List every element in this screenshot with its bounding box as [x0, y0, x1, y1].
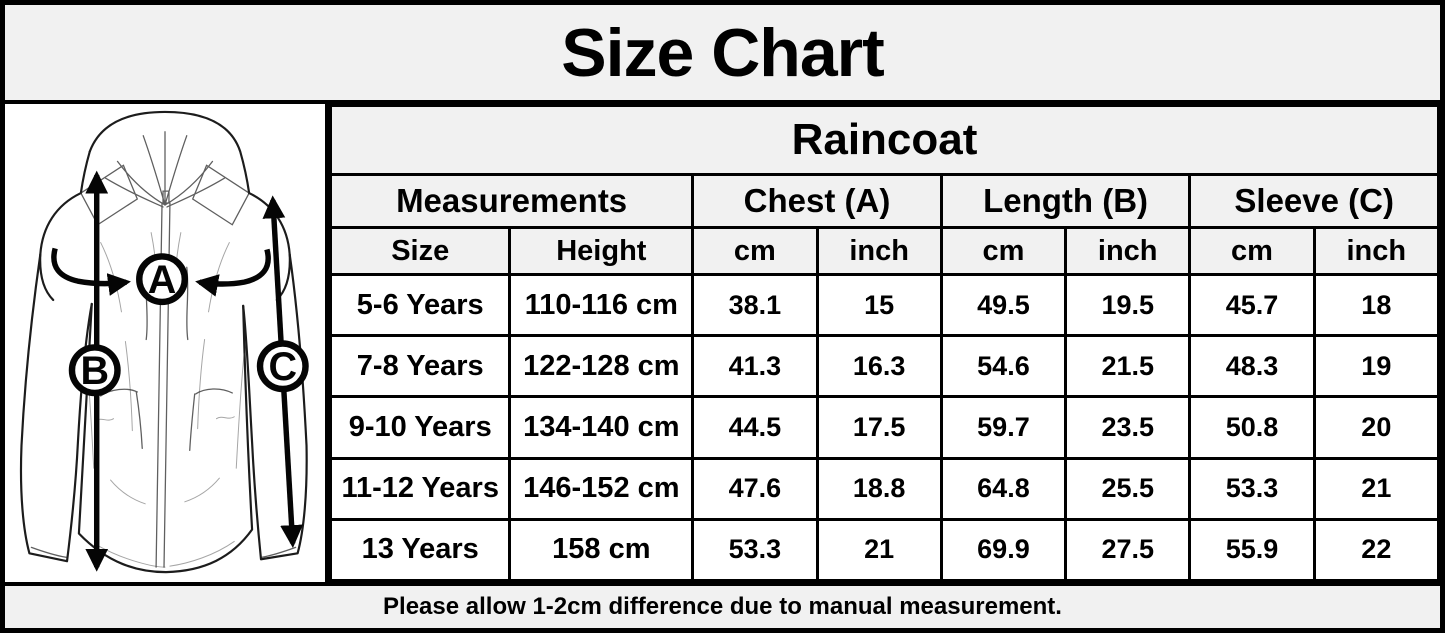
garment-diagram-panel: A B C: [5, 104, 329, 582]
size-cell: 11-12 Years: [328, 456, 512, 521]
value-cell: 20: [1312, 395, 1440, 460]
sub-header-4: cm: [939, 226, 1068, 276]
height-cell: 158 cm: [508, 517, 695, 583]
product-header-row: Raincoat: [329, 104, 1440, 176]
value-cell: 27.5: [1064, 517, 1192, 583]
raincoat-details: [30, 131, 297, 568]
value-cell: 21: [1312, 456, 1440, 521]
value-cell: 48.3: [1188, 334, 1316, 399]
sub-header-3: inch: [815, 226, 943, 276]
sub-header-5: inch: [1064, 226, 1192, 276]
height-cell: 122-128 cm: [508, 334, 695, 399]
raincoat-outline: [19, 110, 308, 574]
table-row-4: 13 Years 158 cm 53.3 21 69.9 27.5 55.9 22: [328, 517, 1440, 583]
size-cell: 13 Years: [328, 517, 512, 583]
value-cell: 49.5: [939, 272, 1068, 338]
sleeve-badge-circle: [256, 340, 309, 393]
value-cell: 16.3: [815, 334, 943, 399]
height-cell: 146-152 cm: [508, 456, 695, 521]
page-title: Size Chart: [561, 14, 885, 91]
value-cell: 41.3: [691, 334, 819, 399]
group-header-0: Measurements: [328, 173, 695, 229]
height-cell: 134-140 cm: [508, 395, 695, 460]
size-cell: 7-8 Years: [328, 334, 512, 399]
sub-header-7: inch: [1312, 226, 1440, 276]
chest-arrow-right: [195, 248, 271, 297]
value-cell: 53.3: [1188, 456, 1316, 521]
table-row-3: 11-12 Years 146-152 cm 47.6 18.8 64.8 25.5 53.…: [328, 456, 1440, 521]
value-cell: 18: [1312, 272, 1440, 338]
group-header-row: Measurements Chest (A) Length (B) Sleeve (C…: [328, 173, 1440, 229]
value-cell: 21: [815, 517, 943, 583]
size-cell: 5-6 Years: [328, 272, 512, 338]
footer-bar: Please allow 1-2cm difference due to man…: [5, 582, 1440, 628]
length-badge-label: B: [80, 349, 109, 393]
table-row-2: 9-10 Years 134-140 cm 44.5 17.5 59.7 23.5 50.8…: [328, 395, 1440, 460]
title-bar: Size Chart: [5, 5, 1440, 104]
value-cell: 53.3: [691, 517, 819, 583]
value-cell: 25.5: [1064, 456, 1192, 521]
sub-header-1: Height: [508, 226, 695, 276]
value-cell: 47.6: [691, 456, 819, 521]
group-header-2: Length (B): [939, 173, 1192, 229]
value-cell: 15: [815, 272, 943, 338]
size-table: Raincoat Measurements Chest (A) Length (B)…: [328, 104, 1440, 583]
raincoat-sketch-icon: A B C: [19, 110, 309, 574]
sub-header-6: cm: [1188, 226, 1316, 276]
value-cell: 38.1: [691, 272, 819, 338]
value-cell: 21.5: [1064, 334, 1192, 399]
value-cell: 54.6: [939, 334, 1068, 399]
group-header-1: Chest (A): [691, 173, 943, 229]
product-title: Raincoat: [329, 104, 1440, 176]
table-row-0: 5-6 Years 110-116 cm 38.1 15 49.5 19.5 45.7 18: [328, 272, 1440, 338]
value-cell: 69.9: [939, 517, 1068, 583]
group-header-3: Sleeve (C): [1188, 173, 1440, 229]
value-cell: 22: [1312, 517, 1440, 583]
chest-badge-label: A: [148, 258, 177, 302]
value-cell: 55.9: [1188, 517, 1316, 583]
value-cell: 59.7: [939, 395, 1068, 460]
measurement-badges: A B C: [68, 253, 309, 397]
size-table-body: 5-6 Years 110-116 cm 38.1 15 49.5 19.5 45.7 18 7…: [328, 272, 1440, 583]
size-cell: 9-10 Years: [328, 395, 512, 460]
sleeve-badge-label: C: [268, 345, 297, 389]
value-cell: 45.7: [1188, 272, 1316, 338]
value-cell: 64.8: [939, 456, 1068, 521]
sub-header-row: Size Height cm inch cm inch cm inch: [328, 226, 1440, 276]
value-cell: 17.5: [815, 395, 943, 460]
content-area: A B C Raincoat: [5, 104, 1440, 583]
table-row-1: 7-8 Years 122-128 cm 41.3 16.3 54.6 21.5 48.3 1…: [328, 334, 1440, 399]
chest-arrow-left: [51, 247, 131, 296]
value-cell: 44.5: [691, 395, 819, 460]
value-cell: 23.5: [1064, 395, 1192, 460]
chest-badge-circle: [136, 253, 189, 306]
footer-note: Please allow 1-2cm difference due to man…: [383, 593, 1062, 620]
value-cell: 19.5: [1064, 272, 1192, 338]
value-cell: 50.8: [1188, 395, 1316, 460]
height-cell: 110-116 cm: [508, 272, 695, 338]
value-cell: 19: [1312, 334, 1440, 399]
size-table-panel: Raincoat Measurements Chest (A) Length (B)…: [328, 104, 1440, 583]
length-badge-circle: [68, 344, 121, 397]
value-cell: 18.8: [815, 456, 943, 521]
sub-header-2: cm: [691, 226, 819, 276]
sub-header-0: Size: [328, 226, 512, 276]
